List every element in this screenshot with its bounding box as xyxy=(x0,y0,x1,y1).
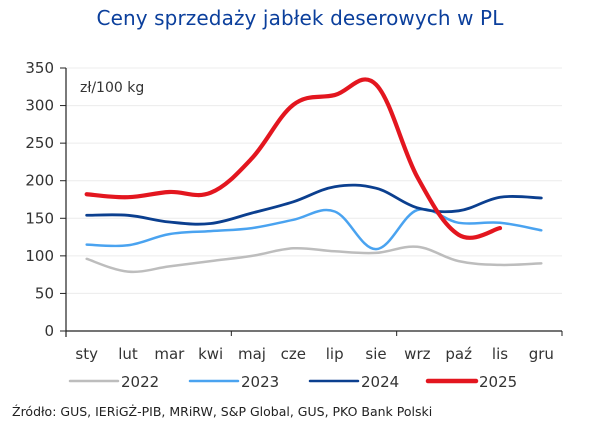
series-line-2025 xyxy=(84,77,503,240)
legend-item-2023: 2023 xyxy=(188,373,279,391)
x-tick-label: mar xyxy=(154,345,185,363)
x-tick-label: lut xyxy=(118,345,138,363)
series-line-2024 xyxy=(85,183,543,226)
legend-label: 2024 xyxy=(361,373,399,391)
source-note: Źródło: GUS, IERiGŻ-PIB, MRiRW, S&P Glob… xyxy=(12,404,433,419)
y-tick-label: 0 xyxy=(44,322,54,340)
y-tick-label: 50 xyxy=(35,284,54,302)
x-tick-label: maj xyxy=(238,345,266,363)
legend-item-2024: 2024 xyxy=(308,373,399,391)
y-axis-ticks: 0 50 100 150 200 250 300 350 xyxy=(25,59,66,340)
x-tick-label: lip xyxy=(326,345,344,363)
x-tick-label: wrz xyxy=(404,345,430,363)
y-tick-label: 150 xyxy=(25,209,54,227)
y-tick-label: 250 xyxy=(25,134,54,152)
x-tick-label: kwi xyxy=(198,345,223,363)
legend-label: 2025 xyxy=(479,373,517,391)
x-tick-label: paź xyxy=(445,345,472,363)
x-tick-label: sie xyxy=(365,345,386,363)
series-line-2023 xyxy=(85,207,543,251)
legend: 2022 2023 2024 2025 xyxy=(68,373,517,391)
y-tick-label: 350 xyxy=(25,59,54,77)
series-lines xyxy=(84,77,543,274)
legend-label: 2022 xyxy=(121,373,159,391)
y-axis-unit-label: zł/100 kg xyxy=(80,80,144,96)
x-axis-ticks: sty lut mar kwi maj cze lip sie wrz paź lis gru xyxy=(75,345,554,363)
y-tick-label: 200 xyxy=(25,172,54,190)
y-tick-label: 100 xyxy=(25,247,54,265)
legend-item-2025: 2025 xyxy=(425,373,517,391)
y-tick-label: 300 xyxy=(25,97,54,115)
axes xyxy=(65,68,563,337)
series-line-2022 xyxy=(85,245,543,274)
gridlines xyxy=(66,67,562,294)
x-tick-label: sty xyxy=(75,345,98,363)
chart-title: Ceny sprzedaży jabłek deserowych w PL xyxy=(96,6,504,30)
x-tick-label: gru xyxy=(529,345,554,363)
x-tick-label: cze xyxy=(281,345,306,363)
x-tick-label: lis xyxy=(492,345,508,363)
legend-item-2022: 2022 xyxy=(68,373,159,391)
legend-label: 2023 xyxy=(241,373,279,391)
